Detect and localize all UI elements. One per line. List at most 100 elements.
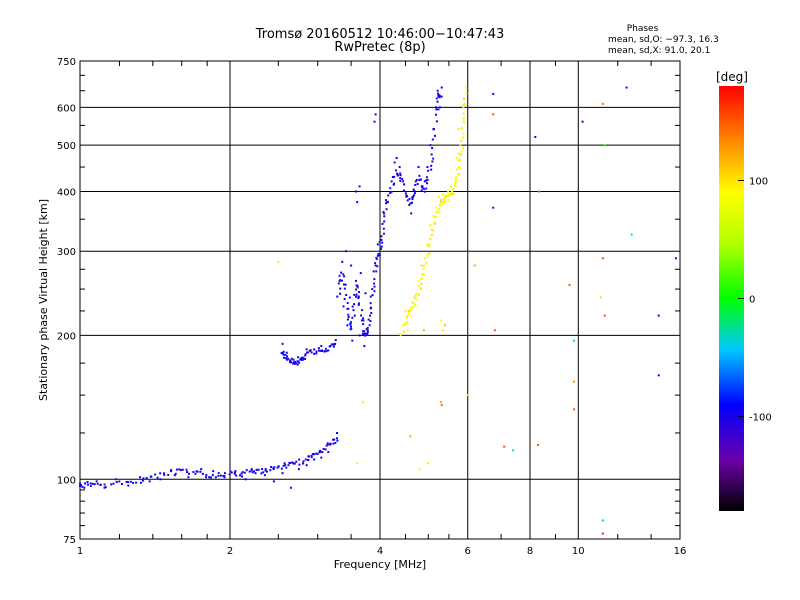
trace-point (349, 321, 352, 324)
data-point (581, 120, 584, 123)
trace-point (382, 232, 385, 235)
data-point (449, 185, 452, 188)
trace-point (332, 343, 335, 346)
trace-point (185, 468, 188, 471)
trace-point (430, 164, 433, 167)
data-point (272, 480, 275, 483)
trace-point (260, 472, 263, 475)
trace-point (287, 464, 290, 467)
trace-point (310, 351, 313, 354)
trace-point (209, 476, 212, 479)
trace-point (439, 203, 442, 206)
trace-point (437, 92, 440, 95)
data-point (289, 486, 292, 489)
trace-point (162, 472, 165, 475)
data-point (572, 408, 575, 411)
trace-point (310, 456, 313, 459)
data-point (103, 486, 106, 489)
trace-point (409, 307, 412, 310)
trace-point (415, 178, 418, 181)
trace-point (298, 463, 301, 466)
trace-point (369, 320, 372, 323)
trace-point (406, 314, 409, 317)
data-point (410, 212, 413, 215)
trace-point (418, 174, 421, 177)
trace-point (403, 189, 406, 192)
trace-point (412, 188, 415, 191)
trace-point (427, 169, 430, 172)
trace-point (392, 183, 395, 186)
trace-point (409, 202, 412, 205)
trace-point (240, 475, 243, 478)
trace-point (454, 181, 457, 184)
trace-point (205, 473, 208, 476)
data-point (285, 351, 288, 354)
trace-point (435, 215, 438, 218)
data-point (492, 113, 495, 116)
trace-point (380, 238, 383, 241)
trace-point (289, 359, 292, 362)
trace-point (280, 352, 283, 355)
data-point (538, 190, 541, 193)
trace-point (393, 175, 396, 178)
trace-point (411, 201, 414, 204)
trace-point (334, 441, 337, 444)
data-point (439, 106, 442, 109)
trace-point (186, 471, 189, 474)
chart-subtitle: RwPretec (8p) (334, 40, 426, 55)
trace-point (302, 356, 305, 359)
colorbar-label: [deg] (716, 70, 748, 84)
trace-point (447, 199, 450, 202)
y-tick-label: 750 (57, 57, 76, 68)
trace-point (79, 483, 82, 486)
data-point (420, 264, 423, 267)
trace-point (369, 295, 372, 298)
data-point (313, 352, 316, 355)
trace-point (440, 200, 443, 203)
trace-point (230, 471, 233, 474)
data-point (440, 404, 443, 407)
grid-lines (80, 61, 680, 539)
trace-point (241, 471, 244, 474)
trace-point (167, 473, 170, 476)
trace-point (460, 153, 463, 156)
trace-point (195, 470, 198, 473)
data-point (492, 206, 495, 209)
data-point (657, 314, 660, 317)
trace-point (287, 357, 290, 360)
trace-point (99, 483, 102, 486)
data-point (376, 243, 379, 246)
data-point (345, 250, 348, 253)
trace-point (228, 473, 231, 476)
trace-point (240, 472, 243, 475)
data-point (503, 445, 506, 448)
trace-point (141, 479, 144, 482)
trace-point (321, 349, 324, 352)
trace-point (208, 476, 211, 479)
phase-stats-x: mean, sd,X: 91.0, 20.1 (608, 46, 711, 56)
trace-point (462, 117, 465, 120)
trace-point (324, 448, 327, 451)
trace-point (364, 332, 367, 335)
trace-point (115, 481, 118, 484)
trace-point (387, 194, 390, 197)
trace-point (301, 358, 304, 361)
trace-point (302, 462, 305, 465)
trace-point (439, 198, 442, 201)
trace-point (334, 339, 337, 342)
trace-point (440, 95, 443, 98)
trace-point (139, 481, 142, 484)
trace-point (353, 293, 356, 296)
trace-point (438, 210, 441, 213)
data-point (83, 486, 86, 489)
trace-point (443, 200, 446, 203)
trace-point (321, 451, 324, 454)
y-tick-label: 75 (63, 535, 76, 546)
data-point (414, 180, 417, 183)
trace-point (413, 192, 416, 195)
trace-point (363, 333, 366, 336)
trace-point (272, 467, 275, 470)
trace-point (343, 287, 346, 290)
trace-point (300, 356, 303, 359)
trace-point (415, 298, 418, 301)
